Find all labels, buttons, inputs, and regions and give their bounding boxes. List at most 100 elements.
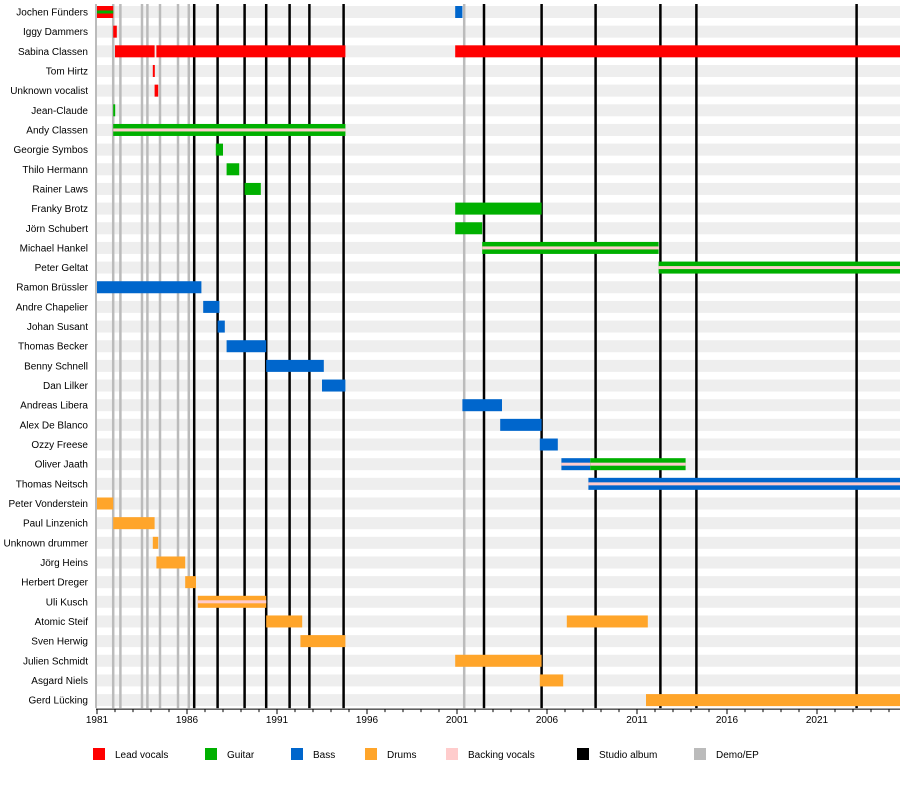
legend-label: Demo/EP — [716, 750, 759, 761]
member-label: Andy Classen — [26, 125, 88, 136]
member-label: Franky Brotz — [31, 204, 88, 215]
row-stripe — [96, 123, 900, 136]
member-bar-inner-backing_vocals — [590, 462, 686, 466]
tick-label: 2006 — [536, 715, 559, 726]
member-bar-lead_vocals — [154, 84, 159, 97]
member-label: Jörn Schubert — [26, 224, 88, 235]
legend-swatch-demo — [694, 748, 706, 760]
row-stripe — [96, 517, 900, 530]
member-bar-lead_vocals — [113, 25, 117, 38]
row-stripe — [96, 635, 900, 648]
row-stripe — [96, 84, 900, 97]
legend-swatch-drums — [365, 748, 377, 760]
member-label: Paul Linzenich — [23, 519, 88, 530]
legend-swatch-backing_vocals — [446, 748, 458, 760]
member-bar-drums — [455, 654, 542, 667]
member-bar-bass — [203, 300, 220, 313]
member-bar-inner-backing_vocals — [197, 600, 267, 604]
member-bar-bass — [500, 418, 542, 431]
member-bar-lead_vocals — [115, 45, 155, 58]
row-stripe — [96, 222, 900, 235]
member-label: Ramon Brüssler — [16, 283, 88, 294]
member-bar-guitar — [455, 222, 483, 235]
legend-label: Lead vocals — [115, 750, 168, 761]
row-stripe — [96, 595, 900, 608]
member-bar-lead_vocals — [152, 64, 155, 77]
member-label: Asgard Niels — [31, 676, 88, 687]
member-label: Sven Herwig — [31, 637, 88, 648]
member-bar-inner-backing_vocals — [658, 266, 900, 270]
legend-label: Backing vocals — [468, 750, 535, 761]
member-bar-bass — [539, 438, 558, 451]
member-label: Tom Hirtz — [46, 66, 88, 77]
tick-label: 2016 — [716, 715, 739, 726]
member-label: Ozzy Freese — [31, 440, 88, 451]
row-stripe — [96, 281, 900, 294]
member-label: Thilo Hermann — [22, 165, 88, 176]
member-label: Jean-Claude — [31, 106, 88, 117]
member-bar-inner-backing_vocals — [561, 462, 591, 466]
member-label: Thomas Neitsch — [16, 479, 88, 490]
tick-label: 2021 — [806, 715, 829, 726]
member-label: Peter Vonderstein — [9, 499, 89, 510]
member-bar-guitar — [455, 202, 542, 215]
tick-label: 1986 — [176, 715, 199, 726]
member-label: Atomic Steif — [35, 617, 89, 628]
row-stripe — [96, 340, 900, 353]
member-label: Iggy Dammers — [23, 27, 88, 38]
member-bar-inner-backing_vocals — [588, 482, 900, 486]
row-stripe — [96, 576, 900, 589]
member-label: Dan Lilker — [43, 381, 89, 392]
row-stripe — [96, 25, 900, 38]
member-bar-lead_vocals — [156, 45, 346, 58]
tick-label: 2001 — [446, 715, 469, 726]
tick-label: 2011 — [626, 715, 648, 726]
row-stripe — [96, 104, 900, 117]
row-stripe — [96, 379, 900, 392]
member-bar-drums — [113, 517, 155, 530]
tick-label: 1991 — [266, 715, 289, 726]
row-stripe — [96, 438, 900, 451]
row-stripe — [96, 418, 900, 431]
legend-label: Bass — [313, 750, 335, 761]
member-bar-bass — [97, 281, 202, 294]
row-stripe — [96, 674, 900, 687]
row-stripe — [96, 64, 900, 77]
row-stripe — [96, 182, 900, 195]
member-bar-inner-guitar — [97, 10, 114, 14]
member-bar-bass — [455, 6, 463, 18]
member-bar-guitar — [113, 104, 116, 117]
row-stripe — [96, 497, 900, 510]
member-bar-bass — [266, 359, 324, 372]
row-stripe — [96, 6, 900, 18]
member-bar-bass — [462, 399, 502, 412]
member-bar-drums — [646, 694, 900, 707]
member-bar-drums — [539, 674, 564, 687]
member-label: Andreas Libera — [20, 401, 88, 412]
member-label: Rainer Laws — [32, 184, 88, 195]
legend-label: Drums — [387, 750, 416, 761]
member-bar-bass — [217, 320, 225, 333]
member-bar-guitar — [244, 182, 261, 195]
legend-label: Guitar — [227, 750, 255, 761]
member-bar-inner-backing_vocals — [482, 246, 659, 250]
legend-swatch-lead_vocals — [93, 748, 105, 760]
tick-label: 1996 — [356, 715, 379, 726]
member-label: Johan Susant — [27, 322, 88, 333]
member-bar-lead_vocals — [455, 45, 900, 58]
member-bar-bass — [322, 379, 346, 392]
legend-swatch-guitar — [205, 748, 217, 760]
member-label: Unknown vocalist — [10, 86, 88, 97]
legend-swatch-studio_album — [577, 748, 589, 760]
row-stripe — [96, 143, 900, 156]
row-stripe — [96, 320, 900, 333]
member-bar-drums — [566, 615, 648, 628]
member-label: Gerd Lücking — [29, 696, 88, 707]
legend-label: Studio album — [599, 750, 657, 761]
row-stripe — [96, 458, 900, 471]
member-label: Andre Chapelier — [16, 302, 89, 313]
member-bar-bass — [226, 340, 267, 353]
row-stripe — [96, 536, 900, 549]
member-label: Jörg Heins — [40, 558, 88, 569]
